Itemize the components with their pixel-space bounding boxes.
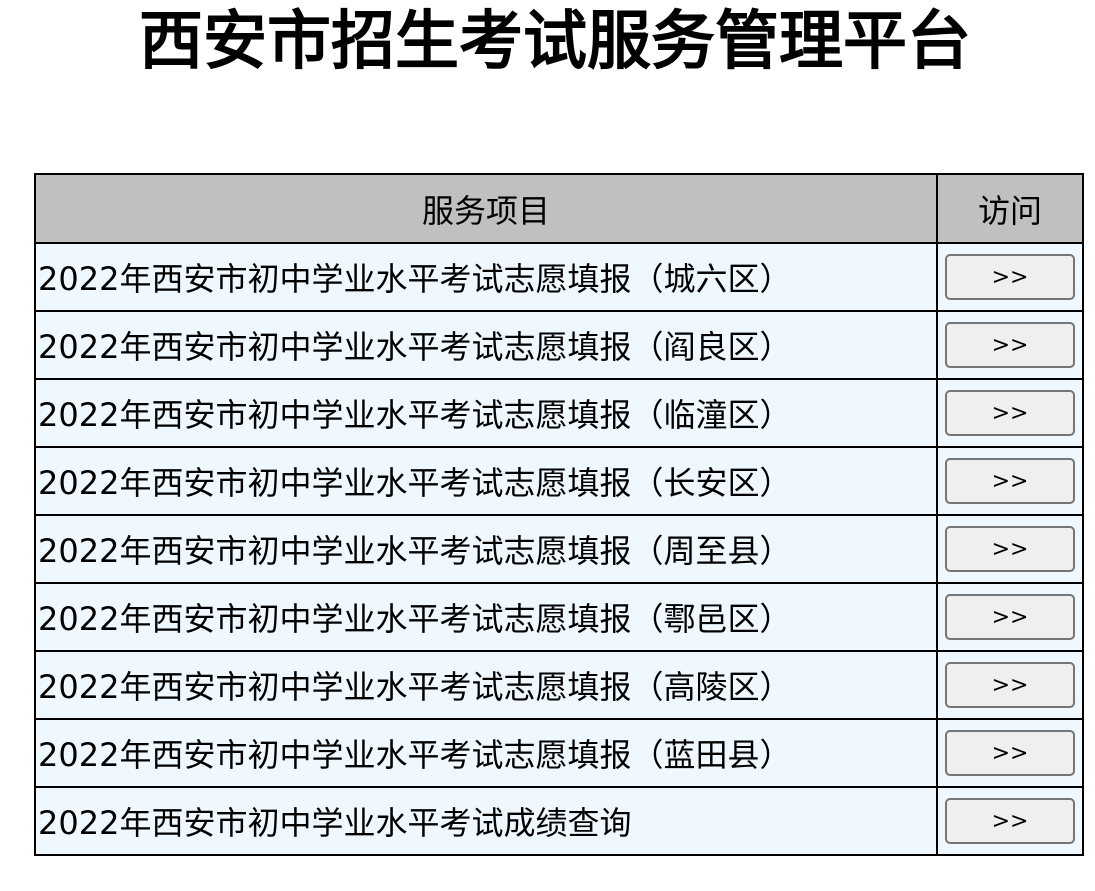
table-row: 2022年西安市初中学业水平考试志愿填报（城六区） >> bbox=[34, 242, 1084, 312]
access-cell: >> bbox=[936, 786, 1084, 856]
access-button[interactable]: >> bbox=[945, 254, 1075, 301]
service-name: 2022年西安市初中学业水平考试志愿填报（高陵区） bbox=[34, 650, 938, 720]
service-name: 2022年西安市初中学业水平考试志愿填报（长安区） bbox=[34, 446, 938, 516]
access-button[interactable]: >> bbox=[945, 526, 1075, 573]
table-row: 2022年西安市初中学业水平考试志愿填报（临潼区） >> bbox=[34, 378, 1084, 448]
page-title: 西安市招生考试服务管理平台 bbox=[139, 5, 971, 79]
service-name: 2022年西安市初中学业水平考试志愿填报（蓝田县） bbox=[34, 718, 938, 788]
access-button[interactable]: >> bbox=[945, 458, 1075, 505]
access-cell: >> bbox=[936, 514, 1084, 584]
service-name: 2022年西安市初中学业水平考试志愿填报（临潼区） bbox=[34, 378, 938, 448]
table-row: 2022年西安市初中学业水平考试志愿填报（长安区） >> bbox=[34, 446, 1084, 516]
access-cell: >> bbox=[936, 718, 1084, 788]
services-table: 服务项目 访问 2022年西安市初中学业水平考试志愿填报（城六区） >> 2022… bbox=[34, 173, 1084, 856]
table-row: 2022年西安市初中学业水平考试志愿填报（阎良区） >> bbox=[34, 310, 1084, 380]
access-button[interactable]: >> bbox=[945, 594, 1075, 641]
access-cell: >> bbox=[936, 582, 1084, 652]
access-button[interactable]: >> bbox=[945, 798, 1075, 845]
access-cell: >> bbox=[936, 242, 1084, 312]
access-button[interactable]: >> bbox=[945, 322, 1075, 369]
service-name: 2022年西安市初中学业水平考试成绩查询 bbox=[34, 786, 938, 856]
service-name: 2022年西安市初中学业水平考试志愿填报（阎良区） bbox=[34, 310, 938, 380]
access-button[interactable]: >> bbox=[945, 390, 1075, 437]
table-row: 2022年西安市初中学业水平考试志愿填报（周至县） >> bbox=[34, 514, 1084, 584]
table-row: 2022年西安市初中学业水平考试志愿填报（蓝田县） >> bbox=[34, 718, 1084, 788]
access-button[interactable]: >> bbox=[945, 662, 1075, 709]
table-row: 2022年西安市初中学业水平考试志愿填报（鄠邑区） >> bbox=[34, 582, 1084, 652]
service-name: 2022年西安市初中学业水平考试志愿填报（城六区） bbox=[34, 242, 938, 312]
access-cell: >> bbox=[936, 446, 1084, 516]
header-access: 访问 bbox=[936, 173, 1084, 244]
access-cell: >> bbox=[936, 378, 1084, 448]
access-cell: >> bbox=[936, 650, 1084, 720]
table-row: 2022年西安市初中学业水平考试志愿填报（高陵区） >> bbox=[34, 650, 1084, 720]
access-button[interactable]: >> bbox=[945, 730, 1075, 777]
service-name: 2022年西安市初中学业水平考试志愿填报（周至县） bbox=[34, 514, 938, 584]
service-name: 2022年西安市初中学业水平考试志愿填报（鄠邑区） bbox=[34, 582, 938, 652]
access-cell: >> bbox=[936, 310, 1084, 380]
header-service: 服务项目 bbox=[34, 173, 938, 244]
table-header-row: 服务项目 访问 bbox=[34, 173, 1084, 244]
table-row: 2022年西安市初中学业水平考试成绩查询 >> bbox=[34, 786, 1084, 856]
